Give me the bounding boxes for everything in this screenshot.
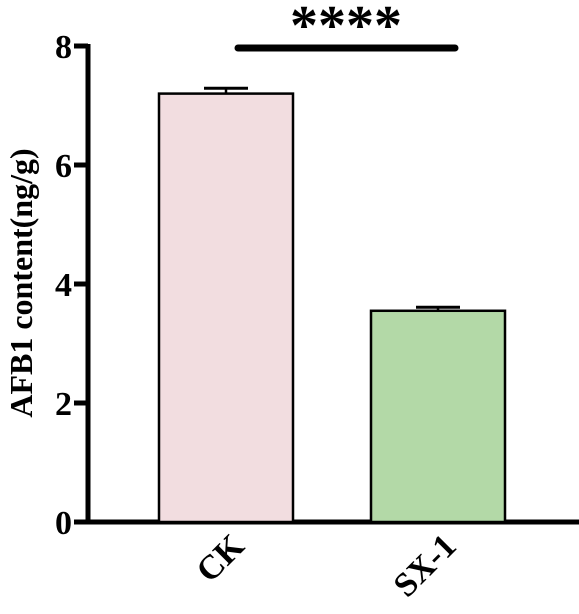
x-category-label: SX-1: [387, 527, 464, 604]
bars: [157, 86, 507, 524]
y-tick-label: 6: [55, 148, 72, 185]
y-tick-label: 2: [55, 386, 72, 423]
y-tick-label: 8: [55, 29, 72, 66]
x-category-label: CK: [189, 527, 252, 590]
bar-ck: [157, 92, 295, 524]
y-ticks: 0 2 4 6 8: [55, 29, 88, 542]
y-tick-label: 0: [55, 505, 72, 542]
x-labels: CK SX-1: [189, 527, 463, 604]
y-tick-label: 4: [55, 267, 72, 304]
significance-label: ****: [290, 0, 402, 57]
bar-sx-1: [369, 309, 507, 524]
y-axis-title: AFB1 content(ng/g): [3, 148, 39, 417]
